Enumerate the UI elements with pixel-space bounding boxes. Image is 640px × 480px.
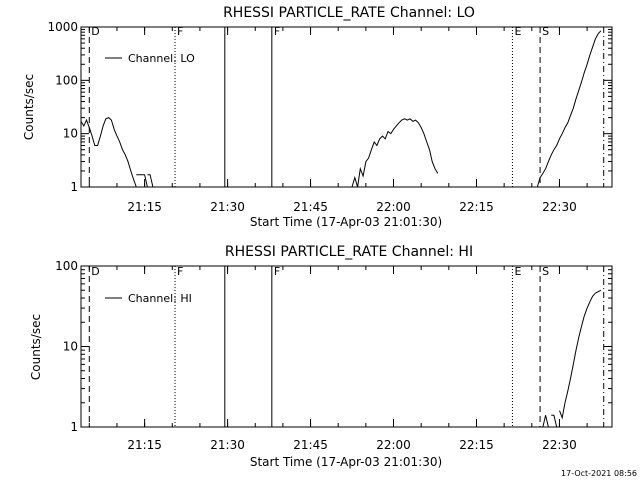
series-line — [80, 117, 137, 188]
plot-frame — [80, 26, 613, 188]
chart-panel-lo: RHESSI PARTICLE_RATE Channel: LO Counts/… — [22, 5, 613, 229]
series-line — [136, 174, 148, 188]
legend: Channel: HI — [105, 292, 192, 305]
x-tick-label: 21:45 — [293, 200, 328, 214]
event-marker-label: F — [177, 25, 183, 38]
x-tick-label: 22:00 — [376, 200, 411, 214]
y-axis-label: Counts/sec — [29, 314, 43, 380]
series-line — [147, 174, 154, 188]
x-tick-label: 21:30 — [210, 200, 245, 214]
chart-title: RHESSI PARTICLE_RATE Channel: HI — [225, 244, 473, 260]
event-marker-label: S — [542, 265, 549, 278]
event-marker-label: S — [542, 25, 549, 38]
x-tick-label: 21:15 — [127, 200, 162, 214]
series-line — [542, 415, 549, 428]
event-marker-label: F — [177, 265, 183, 278]
y-tick-label: 100 — [55, 73, 78, 87]
y-tick-label: 10 — [63, 340, 78, 354]
data-series — [542, 289, 602, 428]
series-line — [551, 414, 558, 428]
x-axis-label: Start Time (17-Apr-03 21:01:30) — [250, 455, 442, 469]
series-line — [351, 118, 439, 188]
y-tick-label: 1 — [70, 420, 78, 434]
axis-ticks: 21:15 21:30 21:45 22:00 22:15 22:30 1 10 100 1000 — [47, 20, 612, 214]
series-line — [536, 30, 602, 188]
event-marker-label: F — [274, 265, 280, 278]
timestamp-stamp: 17-Oct-2021 08:56 — [561, 469, 637, 478]
legend-entry: Channel: LO — [128, 52, 195, 65]
event-marker-label: D — [91, 25, 99, 38]
data-series — [80, 30, 602, 188]
chart-panel-hi: RHESSI PARTICLE_RATE Channel: HI Counts/… — [29, 244, 613, 469]
x-tick-label: 22:15 — [459, 438, 494, 452]
chart-title: RHESSI PARTICLE_RATE Channel: LO — [223, 5, 475, 21]
x-tick-label: 22:15 — [459, 200, 494, 214]
y-tick-label: 1000 — [47, 20, 78, 34]
event-marker-label: E — [514, 265, 521, 278]
x-tick-label: 21:30 — [210, 438, 245, 452]
legend-entry: Channel: HI — [128, 292, 192, 305]
y-tick-label: 100 — [55, 259, 78, 273]
y-tick-label: 1 — [70, 180, 78, 194]
series-line — [559, 289, 602, 420]
x-axis-label: Start Time (17-Apr-03 21:01:30) — [250, 215, 442, 229]
event-marker-label: D — [91, 265, 99, 278]
plot-frame — [80, 265, 613, 428]
x-tick-label: 22:30 — [542, 200, 577, 214]
axis-ticks: 21:15 21:30 21:45 22:00 22:15 22:30 1 10 100 — [55, 259, 612, 452]
event-marker-label: E — [514, 25, 521, 38]
y-axis-label: Counts/sec — [22, 74, 36, 140]
legend: Channel: LO — [105, 52, 195, 65]
event-marker-label: F — [274, 25, 280, 38]
x-tick-label: 22:00 — [376, 438, 411, 452]
x-tick-label: 21:15 — [127, 438, 162, 452]
x-tick-label: 22:30 — [542, 438, 577, 452]
x-tick-label: 21:45 — [293, 438, 328, 452]
y-tick-label: 10 — [63, 127, 78, 141]
